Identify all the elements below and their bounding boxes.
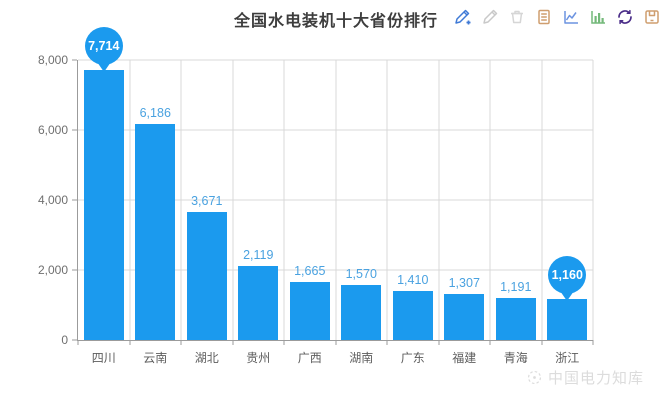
bar-value-label: 1,665	[294, 263, 326, 278]
value-pin-四川: 7,714	[84, 27, 123, 73]
x-axis-category-label: 浙江	[555, 351, 580, 365]
gridline-vertical	[541, 60, 542, 340]
bar-云南[interactable]	[135, 123, 176, 340]
bar-value-label: 1,570	[345, 267, 377, 282]
x-axis-tick	[335, 340, 336, 345]
y-axis-tick	[72, 339, 77, 341]
bar-value-label: 1,410	[397, 272, 429, 287]
bar-chart-icon[interactable]	[587, 6, 608, 27]
bar-浙江[interactable]	[547, 299, 588, 340]
gridline-vertical	[489, 60, 491, 340]
gridline-vertical	[386, 60, 388, 340]
x-axis-tick	[180, 340, 182, 345]
x-axis-tick	[283, 340, 285, 345]
x-axis-tick	[489, 340, 491, 345]
bar-广西[interactable]	[289, 281, 330, 340]
x-axis-category-label: 湖北	[194, 351, 219, 365]
bar-四川[interactable]	[83, 70, 124, 340]
bar-贵州[interactable]	[238, 265, 279, 340]
pin-value-label: 7,714	[84, 27, 123, 66]
gridline-vertical	[438, 60, 439, 340]
bar-青海[interactable]	[495, 298, 536, 340]
pin-value-label: 1,160	[548, 256, 587, 295]
line-chart-icon[interactable]	[560, 6, 581, 27]
edit-add-icon[interactable]	[452, 6, 473, 27]
gridline-vertical	[592, 60, 594, 340]
bar-广东[interactable]	[392, 290, 433, 340]
x-axis-category-label: 福建	[452, 351, 477, 365]
bar-湖南[interactable]	[341, 285, 382, 340]
x-axis-category-label: 云南	[143, 351, 168, 365]
bar-福建[interactable]	[444, 294, 485, 340]
bar-value-label: 1,191	[500, 280, 532, 295]
x-axis-tick	[592, 340, 594, 345]
x-axis-category-label: 湖南	[349, 351, 374, 365]
watermark-logo-icon	[527, 370, 542, 385]
refresh-icon[interactable]	[614, 6, 635, 27]
watermark-text: 中国电力知库	[547, 370, 644, 387]
toolbar	[452, 6, 662, 27]
x-axis-category-label: 青海	[503, 351, 528, 365]
y-axis-tick	[72, 59, 77, 61]
x-axis-tick	[438, 340, 439, 345]
gridline-vertical	[180, 60, 182, 340]
x-axis-tick	[232, 340, 233, 345]
data-view-icon[interactable]	[533, 6, 554, 27]
x-axis-tick	[129, 340, 130, 345]
gridline-vertical	[232, 60, 233, 340]
y-axis-tick-label: 8,000	[37, 53, 68, 67]
page-title: 全国水电装机十大省份排行	[233, 13, 438, 30]
x-axis-category-label: 四川	[91, 351, 116, 365]
save-icon[interactable]	[641, 6, 662, 27]
y-axis-tick	[72, 269, 77, 271]
x-axis-tick	[77, 340, 79, 345]
bar-湖北[interactable]	[186, 211, 227, 340]
watermark: 中国电力知库	[526, 367, 644, 388]
bar-chart-plot: 0 2,000 4,000 6,000 8,000 7,714 四川 6,186 云南 3,671…	[38, 27, 594, 365]
bar-value-label: 2,119	[243, 247, 274, 262]
x-axis-tick	[541, 340, 542, 345]
value-pin-浙江: 1,160	[548, 256, 587, 302]
y-axis-tick	[72, 199, 77, 201]
x-axis-category-label: 贵州	[246, 351, 271, 365]
y-axis-tick-label: 4,000	[37, 193, 68, 207]
bar-value-label: 1,307	[448, 276, 480, 291]
x-axis-category-label: 广西	[297, 351, 322, 365]
bar-value-label: 6,186	[139, 105, 171, 120]
gridline-vertical	[129, 60, 130, 340]
x-axis-tick	[386, 340, 388, 345]
gridline-vertical	[335, 60, 336, 340]
x-axis-category-label: 广东	[400, 351, 425, 365]
edit-icon[interactable]	[479, 6, 500, 27]
y-axis-tick-label: 2,000	[37, 263, 68, 277]
y-axis-tick	[72, 129, 77, 131]
bar-value-label: 3,671	[191, 193, 223, 208]
y-axis-tick-label: 6,000	[37, 123, 68, 137]
gridline-vertical	[283, 60, 285, 340]
y-axis-tick-label: 0	[61, 333, 68, 347]
delete-icon[interactable]	[506, 6, 527, 27]
